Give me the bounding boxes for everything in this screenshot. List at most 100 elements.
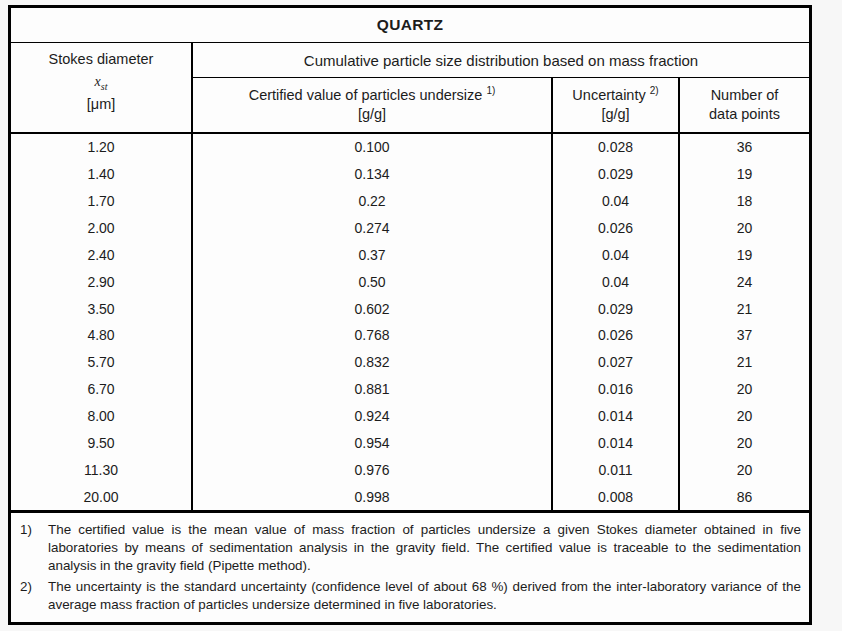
table-row: 5.700.8320.02721: [11, 349, 809, 376]
table-cell: 0.04: [553, 241, 680, 268]
quartz-certified-values-table: QUARTZ Stokes diameter xst [μm] Cumulati…: [8, 5, 812, 625]
column-header-uncertainty: Uncertainty 2) [g/g]: [553, 78, 680, 132]
stokes-diameter-unit: [μm]: [87, 96, 116, 112]
page-background: QUARTZ Stokes diameter xst [μm] Cumulati…: [0, 0, 842, 631]
table-row: 1.400.1340.02919: [11, 161, 809, 188]
table-row: 11.300.9760.01120: [11, 456, 809, 483]
table-cell: 0.881: [193, 376, 553, 403]
footnotes-section: 1) The certified value is the mean value…: [11, 510, 809, 622]
table-row: 1.200.1000.02836: [11, 134, 809, 161]
table-cell: 21: [680, 349, 809, 376]
table-cell: 0.026: [553, 322, 680, 349]
table-cell: 0.37: [193, 241, 553, 268]
table-header: Stokes diameter xst [μm] Cumulative part…: [11, 43, 809, 134]
footnote-2: 2) The uncertainty is the standard uncer…: [20, 578, 801, 614]
table-cell: 0.976: [193, 456, 553, 483]
table-cell: 0.008: [553, 483, 680, 510]
table-row: 2.400.370.0419: [11, 241, 809, 268]
table-cell: 2.90: [11, 268, 193, 295]
table-row: 2.900.500.0424: [11, 268, 809, 295]
data-points-label-line1: Number of: [711, 86, 779, 105]
data-points-label-line2: data points: [709, 105, 780, 124]
certified-value-label-line: Certified value of particles undersize 1…: [249, 86, 496, 105]
table-cell: 19: [680, 161, 809, 188]
table-cell: 0.924: [193, 403, 553, 430]
table-cell: 0.016: [553, 376, 680, 403]
footnote-1-marker: 1): [20, 521, 48, 575]
table-cell: 19: [680, 241, 809, 268]
table-row: 20.000.9980.00886: [11, 483, 809, 510]
footnote-1: 1) The certified value is the mean value…: [20, 521, 801, 575]
table-cell: 24: [680, 268, 809, 295]
certified-value-label: Certified value of particles undersize: [249, 87, 483, 103]
table-cell: 1.40: [11, 161, 193, 188]
table-cell: 4.80: [11, 322, 193, 349]
stokes-diameter-label: Stokes diameter: [49, 51, 154, 67]
table-cell: 0.04: [553, 188, 680, 215]
table-cell: 0.50: [193, 268, 553, 295]
table-cell: 20: [680, 403, 809, 430]
uncertainty-label: Uncertainty: [572, 87, 645, 103]
uncertainty-label-line: Uncertainty 2): [572, 86, 658, 105]
table-cell: 0.026: [553, 215, 680, 242]
footnote-2-marker: 2): [20, 578, 48, 614]
table-cell: 0.029: [553, 295, 680, 322]
table-cell: 1.20: [11, 134, 193, 161]
table-cell: 9.50: [11, 429, 193, 456]
table-row: 9.500.9540.01420: [11, 429, 809, 456]
table-cell: 21: [680, 295, 809, 322]
table-cell: 8.00: [11, 403, 193, 430]
table-cell: 2.00: [11, 215, 193, 242]
table-cell: 0.04: [553, 268, 680, 295]
table-cell: 6.70: [11, 376, 193, 403]
table-cell: 0.011: [553, 456, 680, 483]
column-header-certified-value: Certified value of particles undersize 1…: [193, 78, 553, 132]
table-row: 6.700.8810.01620: [11, 376, 809, 403]
table-cell: 20: [680, 215, 809, 242]
certified-value-unit: [g/g]: [358, 105, 386, 124]
symbol-subscript-st: st: [101, 81, 108, 92]
table-cell: 20.00: [11, 483, 193, 510]
table-cell: 0.100: [193, 134, 553, 161]
stokes-diameter-symbol: xst: [95, 74, 108, 92]
table-cell: 1.70: [11, 188, 193, 215]
table-cell: 0.832: [193, 349, 553, 376]
table-row: 3.500.6020.02921: [11, 295, 809, 322]
table-cell: 5.70: [11, 349, 193, 376]
table-cell: 0.134: [193, 161, 553, 188]
table-row: 8.000.9240.01420: [11, 403, 809, 430]
column-header-number-of-data-points: Number of data points: [680, 78, 809, 132]
table-cell: 3.50: [11, 295, 193, 322]
column-header-stokes-diameter: Stokes diameter xst [μm]: [11, 43, 193, 132]
table-row: 2.000.2740.02620: [11, 215, 809, 242]
table-cell: 20: [680, 376, 809, 403]
footnote-1-text: The certified value is the mean value of…: [48, 521, 801, 575]
footnote-ref-2: 2): [650, 85, 659, 96]
table-cell: 0.027: [553, 349, 680, 376]
uncertainty-unit: [g/g]: [601, 105, 629, 124]
footnote-2-text: The uncertainty is the standard uncertai…: [48, 578, 801, 614]
table-row: 1.700.220.0418: [11, 188, 809, 215]
table-body: 1.200.1000.028361.400.1340.029191.700.22…: [11, 134, 809, 510]
table-cell: 0.768: [193, 322, 553, 349]
table-cell: 37: [680, 322, 809, 349]
table-cell: 0.954: [193, 429, 553, 456]
table-cell: 0.029: [553, 161, 680, 188]
table-title: QUARTZ: [11, 8, 809, 43]
table-cell: 11.30: [11, 456, 193, 483]
table-cell: 20: [680, 429, 809, 456]
footnote-ref-1: 1): [486, 85, 495, 96]
column-header-cumulative-distribution: Cumulative particle size distribution ba…: [193, 43, 809, 78]
table-cell: 0.028: [553, 134, 680, 161]
table-cell: 0.274: [193, 215, 553, 242]
table-cell: 18: [680, 188, 809, 215]
table-cell: 0.998: [193, 483, 553, 510]
table-cell: 86: [680, 483, 809, 510]
table-cell: 0.22: [193, 188, 553, 215]
table-cell: 2.40: [11, 241, 193, 268]
table-cell: 36: [680, 134, 809, 161]
table-cell: 0.014: [553, 429, 680, 456]
table-cell: 0.602: [193, 295, 553, 322]
table-row: 4.800.7680.02637: [11, 322, 809, 349]
table-cell: 0.014: [553, 403, 680, 430]
